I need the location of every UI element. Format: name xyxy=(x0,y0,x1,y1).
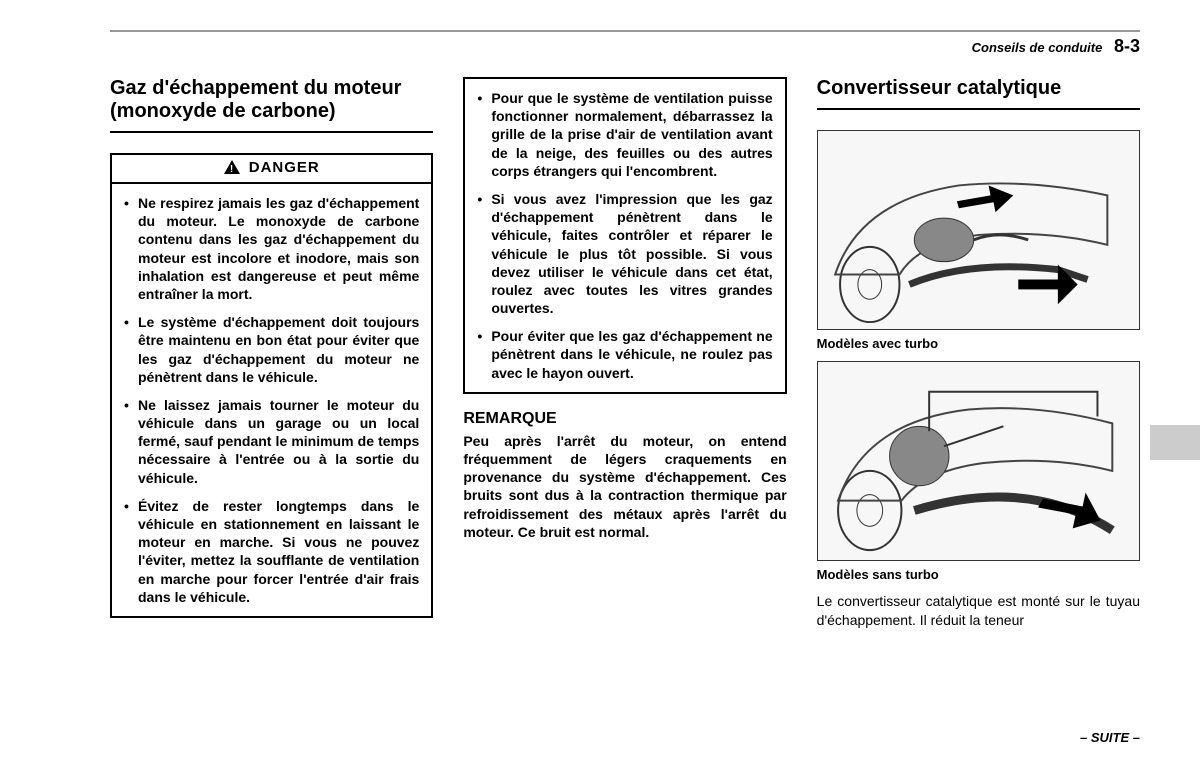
col3-body-text: Le convertisseur catalytique est monté s… xyxy=(817,592,1140,630)
page-number: 8-3 xyxy=(1114,36,1140,56)
col3-title: Convertisseur catalytique xyxy=(817,77,1140,100)
bullet-item: Si vous avez l'impression que les gaz d'… xyxy=(477,190,772,317)
column-1: Gaz d'échappement du moteur (monoxyde de… xyxy=(110,77,433,630)
warning-icon: ! xyxy=(224,160,240,178)
header-rule xyxy=(110,30,1140,32)
bullet-item: Ne respirez jamais les gaz d'échappement… xyxy=(124,194,419,303)
danger-box-col1: Ne respirez jamais les gaz d'échappement… xyxy=(110,184,433,618)
bullet-item: Pour éviter que les gaz d'échappement ne… xyxy=(477,327,772,382)
bullet-item: Évitez de rester longtemps dans le véhic… xyxy=(124,497,419,606)
page-header: Conseils de conduite 8-3 xyxy=(110,36,1140,57)
bullet-item: Pour que le système de ventilation puiss… xyxy=(477,89,772,180)
content-columns: Gaz d'échappement du moteur (monoxyde de… xyxy=(110,77,1140,630)
figure-turbo xyxy=(817,130,1140,330)
col1-title: Gaz d'échappement du moteur (monoxyde de… xyxy=(110,77,433,123)
remark-title: REMARQUE xyxy=(463,410,786,428)
column-2: Pour que le système de ventilation puiss… xyxy=(463,77,786,630)
column-3: Convertisseur catalytique Modèles avec t… xyxy=(817,77,1140,630)
remark-body: Peu après l'arrêt du moteur, on entend f… xyxy=(463,432,786,541)
bullet-item: Ne laissez jamais tourner le moteur du v… xyxy=(124,396,419,487)
danger-header: ! DANGER xyxy=(110,153,433,184)
section-name: Conseils de conduite xyxy=(972,40,1103,55)
col3-title-rule xyxy=(817,108,1140,110)
danger-box-col2: Pour que le système de ventilation puiss… xyxy=(463,77,786,394)
col1-title-rule xyxy=(110,131,433,133)
figure-caption-2: Modèles sans turbo xyxy=(817,567,1140,582)
continued-label: – SUITE – xyxy=(1080,730,1140,745)
figure-non-turbo xyxy=(817,361,1140,561)
figure-caption-1: Modèles avec turbo xyxy=(817,336,1140,351)
danger-label: DANGER xyxy=(249,159,320,176)
thumb-tab xyxy=(1150,425,1200,460)
svg-text:!: ! xyxy=(229,164,233,174)
bullet-item: Le système d'échappement doit toujours ê… xyxy=(124,313,419,386)
